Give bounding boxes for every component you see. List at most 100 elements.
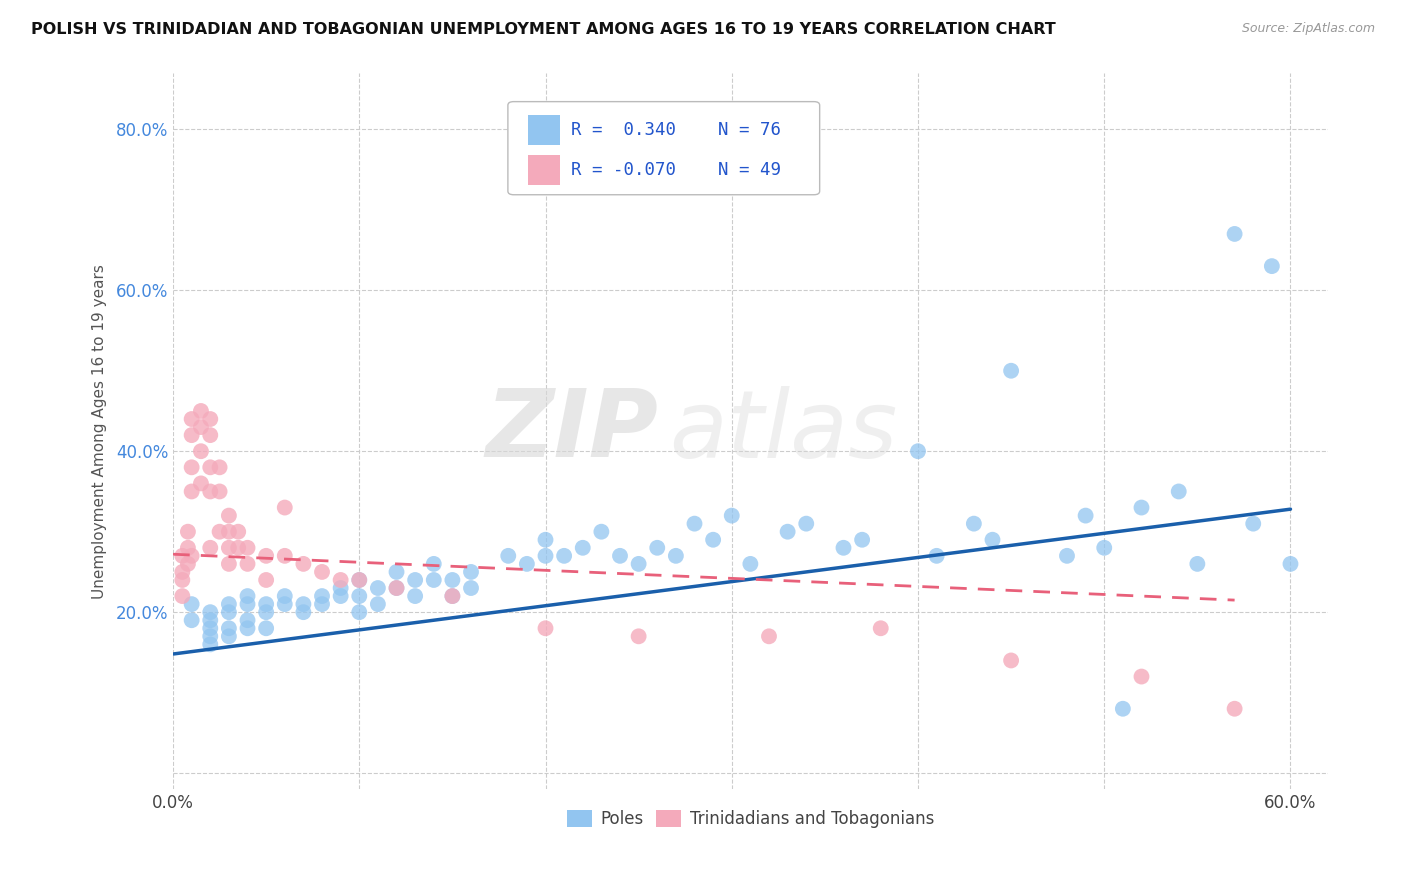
Point [200, 428, 222, 442]
Point [218, 524, 240, 539]
Point [236, 557, 259, 571]
Point [172, 573, 194, 587]
Point [226, 524, 249, 539]
Point [794, 516, 817, 531]
Point [218, 629, 240, 643]
Point [832, 541, 855, 555]
Point [329, 581, 352, 595]
Point [254, 605, 277, 619]
Point [423, 573, 446, 587]
Point [645, 541, 668, 555]
Point [274, 589, 297, 603]
Point [758, 629, 780, 643]
Point [292, 605, 315, 619]
Point [720, 508, 742, 523]
Point [190, 420, 212, 434]
Point [177, 557, 200, 571]
Point [218, 508, 240, 523]
Point [254, 621, 277, 635]
Point [1112, 702, 1135, 716]
Point [180, 549, 202, 563]
Point [274, 597, 297, 611]
Point [1223, 227, 1246, 241]
Point [627, 629, 650, 643]
Point [200, 613, 222, 627]
Point [1130, 500, 1153, 515]
Point [254, 597, 277, 611]
Point [172, 549, 194, 563]
Point [349, 589, 371, 603]
Text: ZIP: ZIP [485, 385, 658, 477]
Point [441, 573, 464, 587]
Point [208, 524, 231, 539]
Point [516, 557, 538, 571]
Point [218, 557, 240, 571]
Point [180, 412, 202, 426]
Point [200, 629, 222, 643]
Point [776, 524, 799, 539]
Point [367, 597, 389, 611]
Point [460, 581, 482, 595]
Text: R = -0.070    N = 49: R = -0.070 N = 49 [571, 161, 782, 178]
Point [367, 581, 389, 595]
Point [254, 549, 277, 563]
Point [200, 637, 222, 651]
Point [385, 581, 408, 595]
Point [925, 549, 948, 563]
Text: R =  0.340    N = 76: R = 0.340 N = 76 [571, 120, 782, 138]
Point [349, 573, 371, 587]
Point [740, 557, 762, 571]
Point [172, 589, 194, 603]
Text: atlas: atlas [669, 385, 898, 476]
Point [349, 573, 371, 587]
Point [441, 589, 464, 603]
Point [200, 412, 222, 426]
Point [311, 565, 333, 579]
Point [441, 589, 464, 603]
Point [534, 621, 557, 635]
Point [180, 428, 202, 442]
Point [177, 541, 200, 555]
Point [218, 541, 240, 555]
Point [385, 565, 408, 579]
Point [236, 613, 259, 627]
Point [200, 621, 222, 635]
Point [981, 533, 1004, 547]
Point [226, 541, 249, 555]
Point [1056, 549, 1078, 563]
Point [274, 549, 297, 563]
Point [200, 460, 222, 475]
Point [218, 605, 240, 619]
FancyBboxPatch shape [527, 155, 560, 186]
Point [236, 597, 259, 611]
Point [1241, 516, 1264, 531]
Point [190, 404, 212, 418]
Point [200, 484, 222, 499]
Point [460, 565, 482, 579]
Point [496, 549, 519, 563]
Point [292, 597, 315, 611]
Point [254, 573, 277, 587]
Point [1167, 484, 1189, 499]
Point [311, 597, 333, 611]
Point [1187, 557, 1209, 571]
Point [329, 573, 352, 587]
Point [349, 605, 371, 619]
Point [218, 621, 240, 635]
Point [180, 460, 202, 475]
Point [1074, 508, 1097, 523]
Point [869, 621, 891, 635]
Point [1092, 541, 1115, 555]
Point [236, 541, 259, 555]
Point [292, 557, 315, 571]
Point [311, 589, 333, 603]
Point [609, 549, 631, 563]
Point [851, 533, 873, 547]
Point [963, 516, 986, 531]
Point [180, 484, 202, 499]
Point [665, 549, 688, 563]
FancyBboxPatch shape [508, 102, 820, 194]
Point [534, 549, 557, 563]
Point [208, 484, 231, 499]
Point [553, 549, 575, 563]
